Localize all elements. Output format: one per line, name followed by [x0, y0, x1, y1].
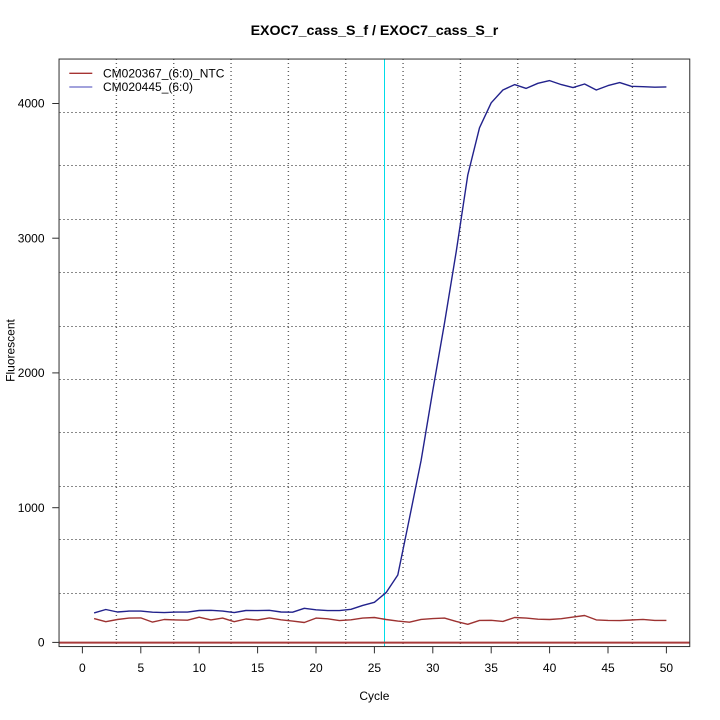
- svg-text:4000: 4000: [18, 97, 45, 111]
- svg-text:Fluorescent: Fluorescent: [4, 318, 18, 381]
- svg-text:EXOC7_cass_S_f / EXOC7_cass_S_: EXOC7_cass_S_f / EXOC7_cass_S_r: [251, 23, 499, 39]
- svg-text:30: 30: [426, 661, 440, 675]
- svg-text:0: 0: [79, 661, 86, 675]
- svg-text:35: 35: [485, 661, 499, 675]
- svg-text:25: 25: [368, 661, 382, 675]
- svg-text:3000: 3000: [18, 231, 45, 245]
- svg-text:2000: 2000: [18, 366, 45, 380]
- svg-text:40: 40: [543, 661, 557, 675]
- svg-text:15: 15: [251, 661, 265, 675]
- svg-text:1000: 1000: [18, 501, 45, 515]
- svg-text:5: 5: [137, 661, 144, 675]
- svg-text:CM020445_(6:0): CM020445_(6:0): [103, 80, 193, 94]
- svg-text:10: 10: [193, 661, 207, 675]
- svg-text:45: 45: [601, 661, 615, 675]
- svg-text:0: 0: [38, 636, 45, 650]
- svg-text:50: 50: [660, 661, 674, 675]
- svg-text:CM020367_(6:0)_NTC: CM020367_(6:0)_NTC: [103, 67, 225, 81]
- svg-text:Cycle: Cycle: [359, 689, 389, 703]
- svg-text:20: 20: [309, 661, 323, 675]
